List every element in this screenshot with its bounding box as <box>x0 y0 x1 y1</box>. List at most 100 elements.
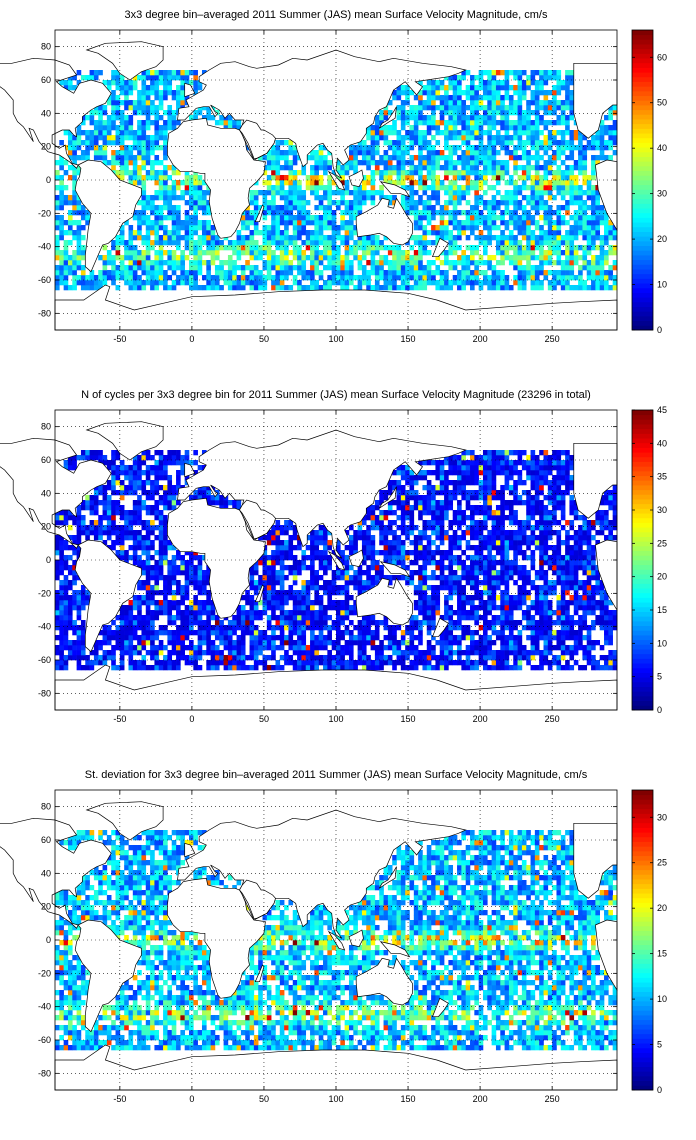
data-cell <box>465 135 471 141</box>
data-cell <box>422 595 428 601</box>
data-cell <box>89 140 95 146</box>
data-cell <box>400 90 406 96</box>
data-cell <box>504 645 510 651</box>
data-cell <box>163 645 168 651</box>
data-cell <box>327 600 332 606</box>
data-cell <box>141 160 147 166</box>
data-cell <box>500 650 505 656</box>
data-cell <box>530 240 536 246</box>
data-cell <box>457 175 462 181</box>
data-cell <box>236 635 242 641</box>
colorbar-tick-label: 60 <box>657 52 667 62</box>
data-cell <box>240 635 246 641</box>
data-cell <box>115 615 121 621</box>
data-cell <box>271 590 276 596</box>
data-cell <box>374 285 380 291</box>
data-cell <box>569 270 575 276</box>
data-cell <box>444 250 449 256</box>
data-cell <box>474 135 479 141</box>
data-cell <box>435 610 441 616</box>
data-cell <box>236 125 242 131</box>
data-cell <box>262 265 268 271</box>
data-cell <box>478 195 484 201</box>
data-cell <box>508 195 514 201</box>
data-cell <box>67 155 73 161</box>
data-cell <box>297 230 302 236</box>
data-cell <box>387 645 393 651</box>
data-cells <box>55 450 618 671</box>
data-cell <box>141 265 147 271</box>
data-cell <box>206 590 211 596</box>
data-cell <box>543 75 549 81</box>
data-cell <box>180 600 185 606</box>
data-cell <box>163 185 168 191</box>
data-cell <box>327 280 332 286</box>
data-cell <box>491 235 497 241</box>
data-cell <box>474 665 479 671</box>
data-cell <box>418 150 423 156</box>
data-cell <box>76 245 82 251</box>
data-cell <box>111 80 116 86</box>
data-cell <box>530 200 536 206</box>
data-cell <box>578 140 583 146</box>
data-cell <box>119 235 125 241</box>
data-cell <box>158 270 164 276</box>
data-cell <box>426 205 432 211</box>
data-cell <box>552 210 557 216</box>
data-cell <box>521 180 527 186</box>
data-cell <box>223 245 229 251</box>
data-cell <box>55 625 60 631</box>
data-cell <box>76 230 82 236</box>
data-cell <box>76 170 82 176</box>
data-cell <box>271 645 276 651</box>
data-cell <box>366 615 371 621</box>
colorbar-swatch <box>632 311 653 317</box>
data-cell <box>336 625 341 631</box>
data-cell <box>119 265 125 271</box>
data-cell <box>154 275 160 281</box>
data-cell <box>158 665 164 671</box>
data-cell <box>405 630 410 636</box>
data-cell <box>67 645 73 651</box>
data-cell <box>405 205 410 211</box>
data-cell <box>569 80 575 86</box>
data-cell <box>344 235 350 241</box>
data-cell <box>76 210 82 216</box>
data-cell <box>271 145 276 151</box>
data-cell <box>413 205 419 211</box>
data-cell <box>141 620 147 626</box>
data-cell <box>59 615 64 621</box>
data-cell <box>491 205 497 211</box>
data-cell <box>279 635 285 641</box>
data-cell <box>387 130 393 136</box>
data-cell <box>305 625 311 631</box>
data-cell <box>284 240 289 246</box>
data-cell <box>344 255 350 261</box>
data-cell <box>444 230 449 236</box>
data-cell <box>310 275 315 281</box>
data-cell <box>547 245 553 251</box>
data-cell <box>310 270 315 276</box>
data-cell <box>379 260 384 266</box>
data-cell <box>409 135 415 141</box>
data-cell <box>145 70 151 76</box>
data-cell <box>249 610 255 616</box>
data-cell <box>565 205 570 211</box>
colorbar-swatch <box>632 105 653 111</box>
data-cell <box>72 200 77 206</box>
data-cell <box>547 260 553 266</box>
data-cell <box>297 255 302 261</box>
data-cell <box>63 280 69 286</box>
data-cell <box>582 600 588 606</box>
data-cell <box>448 215 454 221</box>
data-cell <box>500 220 505 226</box>
data-cell <box>336 635 341 641</box>
data-cell <box>305 155 311 161</box>
data-cell <box>210 600 216 606</box>
data-cell <box>534 275 540 281</box>
data-cell <box>409 90 415 96</box>
data-cell <box>409 650 415 656</box>
data-cell <box>271 160 276 166</box>
data-cell <box>180 655 185 661</box>
data-cell <box>612 225 618 231</box>
